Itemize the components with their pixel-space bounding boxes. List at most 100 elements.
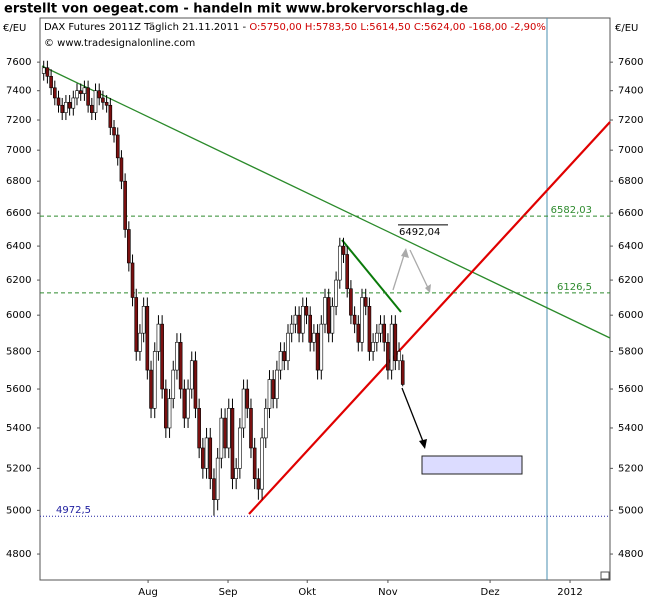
x-tick-label: 2012 <box>557 587 582 598</box>
candle-body <box>397 351 401 362</box>
y-tick-label: 6200 <box>6 275 31 286</box>
candle-body <box>323 297 327 325</box>
candle-body <box>167 398 172 429</box>
candle-body <box>378 323 383 334</box>
y-tick-label: 7600 <box>6 57 31 68</box>
candle-body <box>341 245 346 255</box>
candle-body <box>197 408 201 449</box>
candle-body <box>175 341 179 371</box>
y-tick-label: 6400 <box>6 241 31 252</box>
candle-body <box>356 323 361 343</box>
candle-body <box>49 76 53 89</box>
y2-tick-label: 5400 <box>618 423 643 434</box>
y2-tick-label: 6600 <box>618 208 643 219</box>
candle-body <box>260 437 264 490</box>
candle-body <box>393 323 398 362</box>
candle-body <box>334 279 338 307</box>
quote: O:5750,00 H:5783,50 L:5614,50 C:5624,00 … <box>249 22 546 33</box>
trend-line <box>41 65 611 339</box>
resize-icon <box>600 571 610 580</box>
candle-body <box>204 437 209 469</box>
candle-body <box>93 90 98 113</box>
candle-body <box>115 134 120 159</box>
candle-body <box>234 468 238 480</box>
candle-body <box>193 360 198 409</box>
candle-body <box>293 314 298 325</box>
y2-tick-label: 7600 <box>618 57 643 68</box>
candle-body <box>123 180 127 230</box>
candle-body <box>78 90 83 94</box>
candle-body <box>278 351 283 371</box>
candle-body <box>300 306 305 334</box>
candle-body <box>267 379 272 409</box>
candle-body <box>389 323 394 371</box>
y-tick-label: 7000 <box>6 145 31 156</box>
y-tick-label: 5000 <box>6 505 31 516</box>
candle-body <box>178 341 183 390</box>
level-label: 6582,03 <box>551 205 592 216</box>
y-tick-label: 6000 <box>6 310 31 321</box>
y2-tick-label: 4800 <box>618 549 643 560</box>
y2-tick-label: 6000 <box>618 310 643 321</box>
plot-frame <box>39 17 611 581</box>
candle-body <box>215 457 220 500</box>
candle-body <box>134 297 139 352</box>
candle-body <box>249 408 253 449</box>
candle-body <box>352 314 357 325</box>
candle-body <box>345 254 350 290</box>
candle-body <box>360 297 364 343</box>
candle-body <box>282 351 287 362</box>
candle-body <box>127 229 131 264</box>
candle-body <box>108 104 113 128</box>
candle-body <box>112 127 116 136</box>
candle-body <box>60 104 65 113</box>
y2-axis-label: €/EU <box>615 23 638 34</box>
candle-body <box>330 306 335 334</box>
candle-body <box>45 67 50 77</box>
candle-body <box>104 102 109 106</box>
candle-body <box>312 332 316 343</box>
candle-body <box>145 306 150 371</box>
candle-body <box>286 332 290 362</box>
candle-body <box>67 102 72 109</box>
candle-body <box>219 417 224 459</box>
candle-body <box>138 332 142 352</box>
candle-body <box>382 323 387 343</box>
chart-title: erstellt von oegeat.com - handeln mit ww… <box>4 2 468 17</box>
x-tick-label: Aug <box>138 587 158 598</box>
subtitle: DAX Futures 2011Z Täglich 21.11.2011 - O… <box>44 22 546 33</box>
candle-body <box>349 288 353 316</box>
candle-body <box>241 388 246 429</box>
candle-body <box>363 297 368 307</box>
candle-body <box>53 87 57 99</box>
x-tick-label: Sep <box>219 587 238 598</box>
x-tick-label: Dez <box>481 587 500 598</box>
candle-body <box>304 306 309 316</box>
y2-tick-label: 5800 <box>618 346 643 357</box>
arrow <box>392 251 406 291</box>
y-tick-label: 4800 <box>6 549 31 560</box>
candle-body <box>308 314 312 343</box>
y2-tick-label: 5600 <box>618 384 643 395</box>
candle-body <box>386 341 390 371</box>
arrow-head <box>401 248 409 258</box>
y2-tick-label: 6400 <box>618 241 643 252</box>
candle-body <box>86 87 90 106</box>
arrow-head <box>425 284 431 293</box>
candle-body <box>371 341 375 352</box>
candle-body <box>160 323 164 390</box>
level-label: 4972,5 <box>56 505 91 516</box>
support-line <box>248 121 611 515</box>
candle-body <box>223 417 227 449</box>
y-tick-label: 5800 <box>6 346 31 357</box>
y-tick-label: 6800 <box>6 176 31 187</box>
candle-body <box>56 97 61 106</box>
arrow <box>409 249 430 291</box>
candle-body <box>71 97 76 109</box>
short-trend-line <box>341 239 402 313</box>
candle-body <box>326 297 331 334</box>
y-tick-label: 5600 <box>6 384 31 395</box>
candle-body <box>367 306 372 352</box>
candle-body <box>152 351 157 409</box>
target-label: 6492,04 <box>399 227 440 238</box>
